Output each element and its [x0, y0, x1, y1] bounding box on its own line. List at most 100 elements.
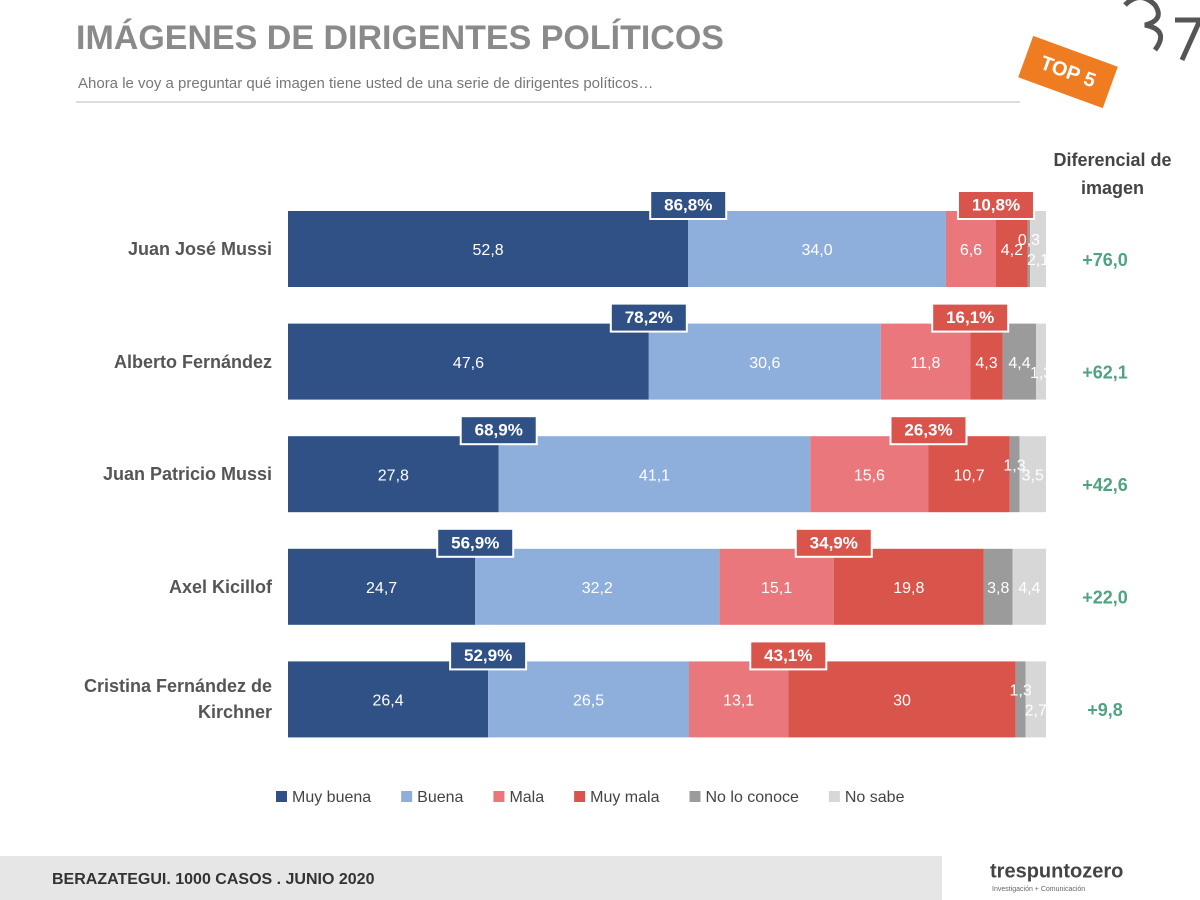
legend-label: No sabe [845, 789, 905, 806]
bar-segment [488, 661, 689, 738]
value-label: 41,1 [639, 467, 670, 484]
positive-total: 86,8% [664, 195, 712, 214]
bar-segment [719, 548, 834, 625]
bar-segment [1036, 323, 1046, 400]
bar-segment [288, 548, 476, 625]
positive-total: 78,2% [625, 308, 673, 327]
bar-segment [288, 661, 489, 738]
negative-total: 10,8% [972, 195, 1020, 214]
value-label: 30 [893, 693, 911, 710]
value-label: 1,3 [1009, 683, 1031, 700]
positive-total-box [459, 415, 538, 446]
value-label: 27,8 [378, 467, 409, 484]
bar-segment [810, 436, 929, 513]
value-label: 11,8 [911, 355, 941, 372]
value-label: 26,4 [372, 693, 403, 710]
category-label: Alberto Fernández [113, 351, 272, 372]
bar-segment [1027, 211, 1031, 287]
bar-segment [288, 211, 689, 287]
negative-total-box [794, 527, 873, 558]
logo-shape [1123, 0, 1164, 52]
negative-total: 26,3% [904, 421, 952, 440]
value-label: 2,7 [1025, 703, 1047, 720]
bar-segment [288, 323, 649, 400]
differential-value: +62,1 [1082, 362, 1128, 382]
value-label: 15,6 [854, 467, 885, 484]
legend-label: Buena [417, 789, 463, 806]
legend-label: Muy buena [292, 789, 371, 806]
logo-shape [1175, 17, 1200, 62]
value-label: 34,0 [802, 242, 833, 259]
bar-segment [995, 211, 1028, 287]
chart-subtitle: Ahora le voy a preguntar qué imagen tien… [78, 75, 653, 92]
bar-segment [983, 548, 1013, 625]
badge-bg [1018, 35, 1118, 109]
bar-segment [1012, 548, 1046, 625]
bar-segment [880, 323, 971, 400]
value-label: 1,3 [1030, 365, 1052, 382]
differential-value: +76,0 [1082, 250, 1128, 270]
positive-total: 56,9% [451, 533, 499, 552]
legend-swatch [828, 791, 840, 802]
differential-value: +9,8 [1087, 700, 1123, 720]
negative-total: 34,9% [810, 533, 858, 552]
value-label: 24,7 [366, 580, 397, 597]
footer-text: BERAZATEGUI. 1000 CASOS . JUNIO 2020 [52, 871, 375, 888]
legend-label: Muy mala [590, 789, 659, 806]
value-label: 4,4 [1008, 355, 1030, 372]
negative-total-box [889, 415, 968, 446]
value-label: 13,1 [723, 693, 754, 710]
value-label: 30,6 [749, 355, 780, 372]
value-label: 4,4 [1018, 580, 1040, 597]
bar-segment [688, 211, 946, 287]
footer-band [0, 856, 942, 900]
category-label: Axel Kicillof [168, 576, 272, 597]
positive-total-box [449, 640, 528, 671]
value-label: 3,8 [987, 580, 1009, 597]
value-label: 0,3 [1018, 232, 1040, 249]
value-label: 19,8 [893, 580, 924, 597]
value-label: 4,2 [1001, 242, 1023, 259]
legend-swatch [574, 791, 586, 802]
bar-segment [688, 661, 789, 738]
differential-title: Diferencial de imagen [1053, 150, 1172, 198]
bar-segment [945, 211, 996, 287]
positive-total-box [649, 190, 728, 220]
bar-segment [1002, 323, 1037, 400]
bar-segment [1009, 436, 1020, 513]
bar-segment [498, 436, 811, 513]
value-label: 26,5 [573, 693, 604, 710]
value-label: 2,1 [1027, 252, 1049, 269]
value-label: 47,6 [453, 355, 484, 372]
value-label: 32,2 [582, 580, 613, 597]
bar-segment [1015, 661, 1026, 738]
legend-label: Mala [509, 789, 544, 806]
category-label: Juan José Mussi [127, 239, 272, 259]
legend-swatch [401, 791, 413, 802]
positive-total: 68,9% [475, 421, 523, 440]
bar-segment [928, 436, 1010, 513]
bar-segment [833, 548, 984, 625]
bar-segment [970, 323, 1003, 400]
negative-total-box [956, 190, 1035, 220]
value-label: 3,5 [1022, 467, 1044, 484]
legend-swatch [493, 791, 505, 802]
positive-total-box [609, 302, 688, 333]
legend-label: No lo conoce [705, 789, 798, 806]
value-label: 15,1 [761, 580, 792, 597]
bar-segment [475, 548, 720, 625]
differential-value: +42,6 [1082, 475, 1128, 495]
category-label: Juan Patricio Mussi [102, 464, 272, 485]
legend-swatch [276, 791, 287, 802]
badge: TOP 5 [1018, 35, 1118, 109]
chart-title: IMÁGENES DE DIRIGENTES POLÍTICOS [76, 19, 724, 57]
bar-segment [288, 436, 499, 513]
bar-segment [1019, 436, 1046, 513]
value-label: 10,7 [953, 467, 984, 484]
value-label: 1,3 [1003, 457, 1025, 474]
value-label: 6,6 [960, 242, 982, 259]
bar-segment [1030, 211, 1046, 287]
legend-swatch [689, 791, 701, 802]
